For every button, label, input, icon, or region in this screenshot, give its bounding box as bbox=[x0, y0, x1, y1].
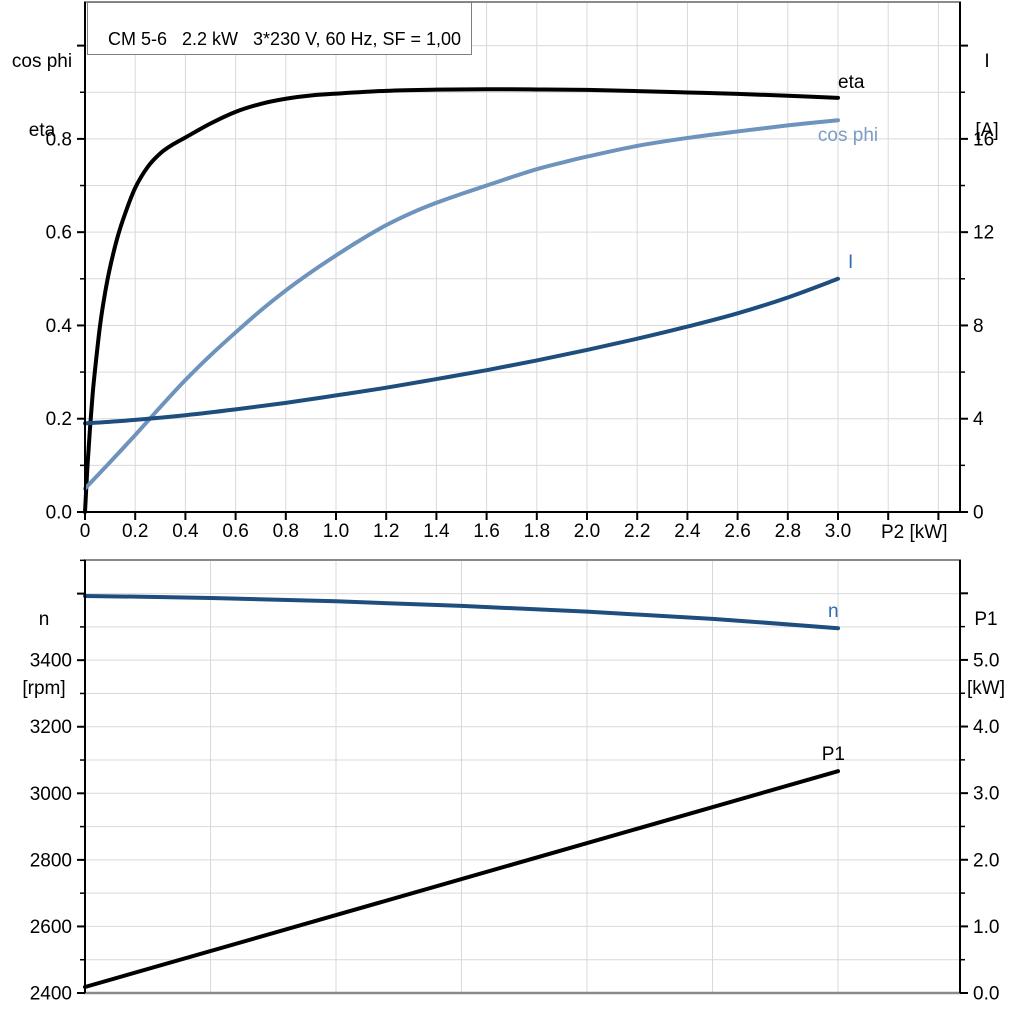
y-left-tick-label: 2800 bbox=[30, 850, 72, 871]
power-axis-unit-line2: [kW] bbox=[967, 678, 1005, 699]
top-curve-label-eta: eta bbox=[838, 72, 865, 93]
y-left-tick-label: 0.4 bbox=[46, 316, 73, 337]
y-right-tick-label: 4 bbox=[973, 409, 984, 430]
x-tick-label: 2.8 bbox=[775, 521, 801, 542]
x-tick-label: 1.0 bbox=[323, 521, 349, 542]
y-left-tick-label: 0.6 bbox=[46, 223, 72, 244]
bottom-left-axis-title: n [rpm] bbox=[8, 562, 80, 723]
y-left-tick-label: 0.0 bbox=[46, 503, 72, 524]
y-right-tick-label: 4.0 bbox=[973, 717, 999, 738]
x-tick-label: 1.6 bbox=[473, 521, 499, 542]
power-axis-unit-line1: P1 bbox=[974, 609, 998, 630]
x-tick-label: 1.8 bbox=[524, 521, 550, 542]
x-tick-label: 0.2 bbox=[122, 521, 148, 542]
top-left-axis-title: cos phi eta bbox=[4, 4, 80, 165]
top-curve-label-cos-phi: cos phi bbox=[818, 125, 878, 146]
top-ticks bbox=[77, 44, 968, 520]
bottom-gridlines bbox=[85, 559, 960, 993]
x-tick-label: 0.6 bbox=[222, 521, 248, 542]
x-tick-label: 0.4 bbox=[172, 521, 199, 542]
x-tick-label: 1.2 bbox=[373, 521, 399, 542]
y-right-tick-label: 3.0 bbox=[973, 784, 999, 805]
right-axis-unit-line2: [A] bbox=[975, 120, 999, 141]
top-chart: eta cos phi I 0.0 0.2 0.4 0.6 0.8 0 4 8 12 16 0 0.2 0.4… bbox=[46, 1, 995, 542]
y-right-tick-label: 0.0 bbox=[973, 984, 999, 1005]
top-tick-labels: 0.0 0.2 0.4 0.6 0.8 0 4 8 12 16 0 0.2 0.4 0.6 0.8 1.0 1.… bbox=[46, 129, 995, 542]
right-axis-unit-line1: I bbox=[984, 51, 990, 72]
top-right-axis-title: I [A] bbox=[956, 4, 1018, 165]
y-right-tick-label: 16 bbox=[973, 129, 994, 150]
chart-title-box: CM 5-6 2.2 kW 3*230 V, 60 Hz, SF = 1,00 bbox=[87, 2, 473, 55]
x-tick-label: 2.2 bbox=[624, 521, 650, 542]
top-curve-eta bbox=[83, 87, 841, 514]
x-tick-label: 2.6 bbox=[724, 521, 750, 542]
x-tick-label: 3.0 bbox=[825, 521, 851, 542]
y-left-tick-label: 0.2 bbox=[46, 409, 72, 430]
y-right-tick-label: 2.0 bbox=[973, 850, 999, 871]
x-tick-label: 2.4 bbox=[674, 521, 701, 542]
bottom-curve-label-p1: P1 bbox=[822, 744, 845, 765]
top-curve-label-i: I bbox=[848, 252, 853, 273]
speed-axis-unit-line2: [rpm] bbox=[22, 678, 66, 699]
top-gridlines bbox=[85, 2, 960, 512]
bottom-chart: n P1 2400 2600 2800 3000 3200 3400 0.0 1.0 2.0 3.0 4… bbox=[30, 559, 1000, 1005]
bottom-right-axis-title: P1 [kW] bbox=[952, 562, 1020, 723]
y-left-tick-label: 2600 bbox=[30, 917, 72, 938]
bottom-curve-label-n: n bbox=[828, 601, 839, 622]
x-tick-label: 1.4 bbox=[423, 521, 450, 542]
x-tick-label: 0 bbox=[80, 521, 91, 542]
bottom-curve-n bbox=[83, 593, 841, 631]
y-right-tick-label: 0 bbox=[973, 503, 984, 524]
bottom-curve-p1 bbox=[83, 769, 841, 990]
y-left-tick-label: 3400 bbox=[30, 651, 72, 672]
left-axis-unit-line1: cos phi bbox=[11, 51, 73, 72]
y-left-tick-label: 2400 bbox=[30, 984, 72, 1005]
y-left-tick-label: 0.8 bbox=[46, 129, 72, 150]
x-tick-label: 0.8 bbox=[273, 521, 299, 542]
y-right-tick-label: 1.0 bbox=[973, 917, 999, 938]
speed-axis-unit-line1: n bbox=[38, 609, 50, 630]
left-axis-unit-line2: eta bbox=[28, 120, 56, 141]
top-curve-i bbox=[83, 276, 841, 426]
y-right-tick-label: 12 bbox=[973, 223, 994, 244]
y-left-tick-label: 3000 bbox=[30, 784, 72, 805]
x-tick-label: 2.0 bbox=[574, 521, 600, 542]
bottom-ticks bbox=[77, 559, 968, 994]
x-axis-title: P2 [kW] bbox=[881, 522, 948, 543]
bottom-tick-labels: 2400 2600 2800 3000 3200 3400 0.0 1.0 2.0 3.0 4.0 5… bbox=[30, 650, 1000, 1004]
chart-title: CM 5-6 2.2 kW 3*230 V, 60 Hz, SF = 1,00 bbox=[108, 29, 462, 49]
y-right-tick-label: 8 bbox=[973, 316, 984, 337]
top-curve-cos-phi bbox=[83, 118, 841, 491]
y-right-tick-label: 5.0 bbox=[973, 650, 999, 671]
y-left-tick-label: 3200 bbox=[30, 717, 72, 738]
